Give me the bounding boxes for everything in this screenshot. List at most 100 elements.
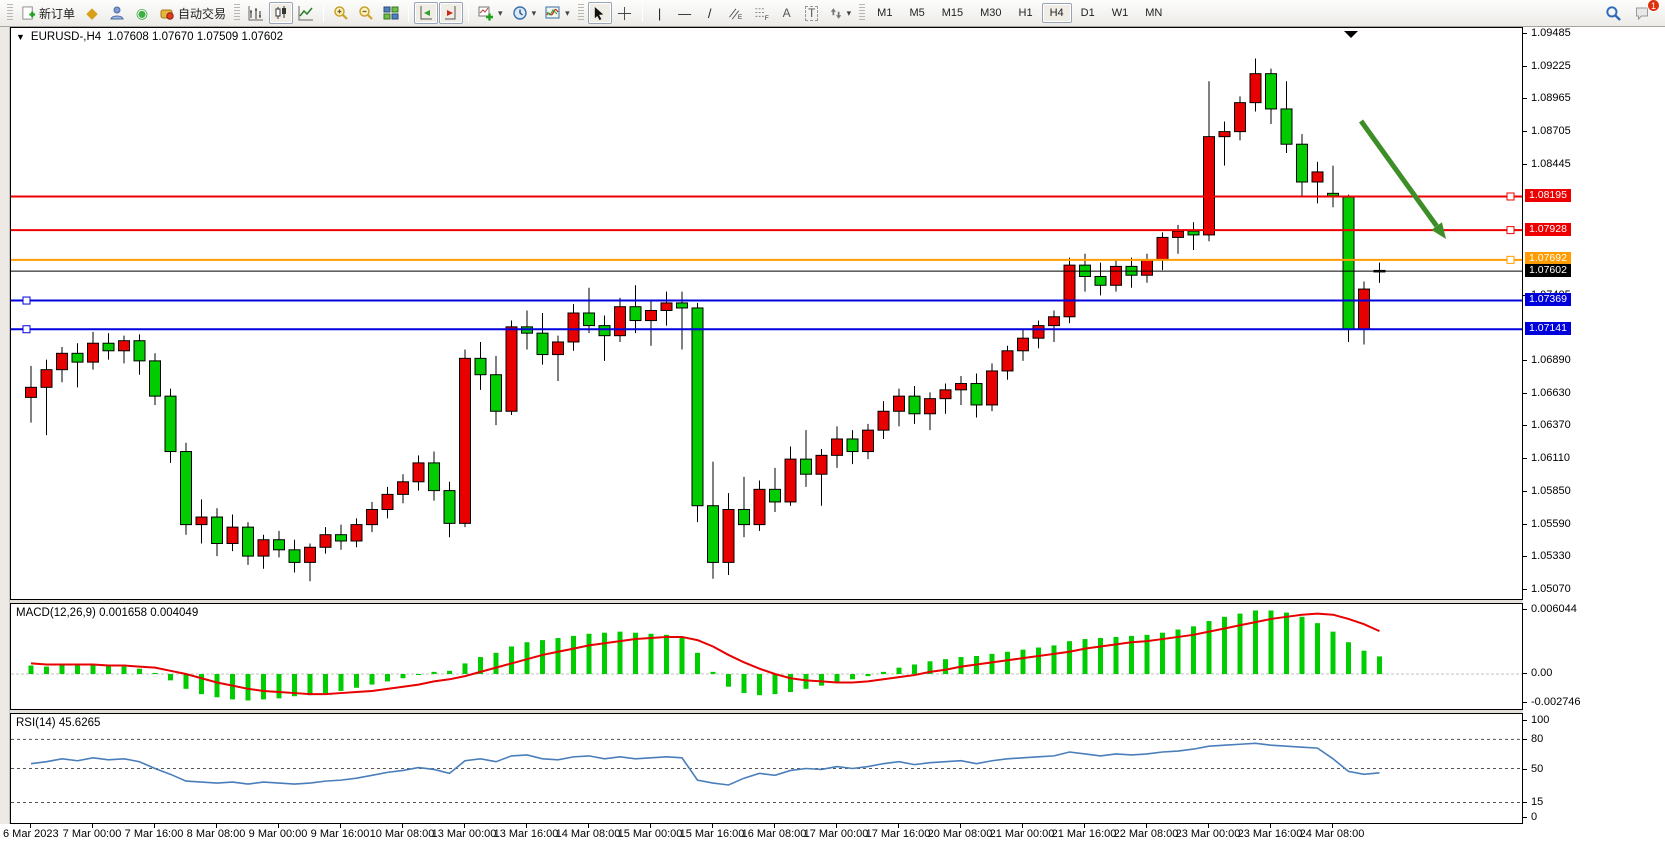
- autotrade-button[interactable]: 自动交易: [155, 2, 230, 24]
- period-button[interactable]: ▾: [508, 2, 541, 24]
- trendline-button[interactable]: /: [698, 2, 722, 24]
- symbol-name: EURUSD-,H4: [30, 31, 102, 43]
- line-handle[interactable]: [22, 296, 31, 305]
- rsi-panel[interactable]: [10, 713, 1523, 824]
- tile-windows-button[interactable]: [379, 2, 403, 24]
- cursor-button[interactable]: [587, 2, 612, 24]
- macd-axis-label: 0.00: [1531, 667, 1553, 679]
- zoom-out-icon: [359, 6, 373, 20]
- line-handle[interactable]: [1506, 226, 1515, 235]
- chevron-down-icon: ▾: [565, 7, 570, 18]
- rsi-axis-label: 0: [1531, 811, 1538, 823]
- time-tick: [960, 824, 961, 828]
- timeframe-m15[interactable]: M15: [934, 3, 971, 23]
- zoom-in-button[interactable]: [329, 2, 353, 24]
- text-label-button[interactable]: T: [800, 2, 824, 24]
- line-handle[interactable]: [22, 325, 31, 334]
- toolbar-separator: [408, 4, 410, 22]
- trend-arrow[interactable]: [1358, 119, 1439, 228]
- auto-scroll-button[interactable]: [414, 2, 439, 24]
- rsi-axis-label: 100: [1531, 714, 1550, 726]
- signals-button[interactable]: ◉: [130, 2, 154, 24]
- indicators-button[interactable]: ▾: [541, 2, 574, 24]
- candle-chart-button[interactable]: [269, 2, 294, 24]
- text-button[interactable]: A: [775, 2, 799, 24]
- search-button[interactable]: [1601, 2, 1626, 24]
- time-label: 9 Mar 16:00: [310, 828, 370, 840]
- line-chart-button[interactable]: [294, 2, 318, 24]
- timeframe-m1[interactable]: M1: [869, 3, 900, 23]
- crosshair-button[interactable]: [613, 2, 637, 24]
- timeframe-w1[interactable]: W1: [1104, 3, 1137, 23]
- time-tick: [1270, 824, 1271, 828]
- symbol-ohlc: 1.07608 1.07670 1.07509 1.07602: [107, 31, 284, 43]
- chart-shift-marker[interactable]: [1344, 31, 1358, 38]
- axis-tick: [1523, 589, 1527, 591]
- fibonacci-button[interactable]: F: [749, 2, 774, 24]
- trend-arrow-head: [1431, 222, 1446, 239]
- timeframe-m5[interactable]: M5: [901, 3, 932, 23]
- zoom-out-button[interactable]: [354, 2, 378, 24]
- trendline-icon: /: [707, 5, 712, 21]
- timeframe-m30[interactable]: M30: [972, 3, 1009, 23]
- main-price-chart[interactable]: [10, 27, 1523, 600]
- price-badge-1.08195: 1.08195: [1525, 188, 1571, 202]
- deposit-button[interactable]: ◆: [80, 2, 104, 24]
- macd-panel[interactable]: [10, 603, 1523, 710]
- panel-splitter[interactable]: [10, 600, 1665, 603]
- timeframe-d1[interactable]: D1: [1073, 3, 1103, 23]
- notifications-button[interactable]: 1: [1630, 0, 1660, 24]
- line-handle[interactable]: [1506, 255, 1515, 264]
- axis-tick-label: 1.09225: [1531, 59, 1571, 72]
- chart-shift-icon: [445, 6, 456, 20]
- channel-button[interactable]: E: [723, 2, 748, 24]
- axis-tick: [1523, 556, 1527, 558]
- rsi-line: [30, 742, 1380, 786]
- community-button[interactable]: [105, 2, 129, 24]
- toolbar-grip[interactable]: [859, 4, 866, 22]
- collapse-icon[interactable]: ▼: [16, 32, 25, 42]
- panel-splitter[interactable]: [10, 710, 1665, 713]
- new-chart-button[interactable]: ▾: [474, 2, 507, 24]
- axis-tick-label: 1.05070: [1531, 583, 1571, 596]
- macd-histogram: [28, 610, 1382, 701]
- chart-shift-button[interactable]: [439, 2, 464, 24]
- toolbar-grip[interactable]: [7, 4, 13, 22]
- new-order-label: 新订单: [39, 6, 76, 21]
- bar-chart-button[interactable]: [244, 2, 268, 24]
- axis-tick-label: 1.05850: [1531, 484, 1571, 497]
- line-handle[interactable]: [1506, 192, 1515, 201]
- time-label: 6 Mar 2023: [3, 828, 59, 840]
- new-order-icon: [22, 5, 36, 20]
- svg-text:F: F: [764, 15, 768, 21]
- arrows-button[interactable]: ▾: [825, 2, 856, 24]
- vertical-line-icon: |: [657, 5, 662, 21]
- axis-tick: [1523, 720, 1527, 721]
- vertical-line-button[interactable]: |: [648, 2, 672, 24]
- rsi-axis-label: 50: [1531, 762, 1544, 775]
- timeframe-h4[interactable]: H4: [1041, 3, 1072, 23]
- timeframe-mn[interactable]: MN: [1137, 3, 1170, 23]
- time-label: 15 Mar 16:00: [679, 828, 745, 840]
- toolbar-grip[interactable]: [234, 4, 241, 22]
- axis-tick: [1523, 768, 1527, 770]
- macd-axis-label: 0.006044: [1531, 603, 1577, 615]
- price-axis[interactable]: 1.094851.092251.089651.087051.084451.074…: [1523, 27, 1665, 824]
- timeframe-h1[interactable]: H1: [1011, 3, 1041, 23]
- signal-icon: ◉: [135, 4, 149, 21]
- time-label: 21 Mar 00:00: [989, 828, 1055, 840]
- time-axis[interactable]: 6 Mar 2023 7 Mar 00:00 7 Mar 16:00 8 Mar 08…: [0, 824, 1665, 846]
- time-tick: [1208, 824, 1209, 828]
- axis-tick-label: 1.08445: [1531, 157, 1571, 170]
- toolbar-grip[interactable]: [577, 4, 584, 22]
- axis-tick: [1523, 673, 1527, 674]
- fibonacci-icon: F: [755, 7, 768, 21]
- horizontal-line-button[interactable]: —: [673, 2, 697, 24]
- time-label: 17 Mar 16:00: [865, 828, 931, 840]
- toolbar-separator: [641, 4, 643, 22]
- new-order-button[interactable]: 新订单: [17, 2, 79, 24]
- time-tick: [1146, 824, 1147, 828]
- chevron-down-icon: ▾: [498, 7, 503, 18]
- toolbar-separator: [468, 4, 470, 22]
